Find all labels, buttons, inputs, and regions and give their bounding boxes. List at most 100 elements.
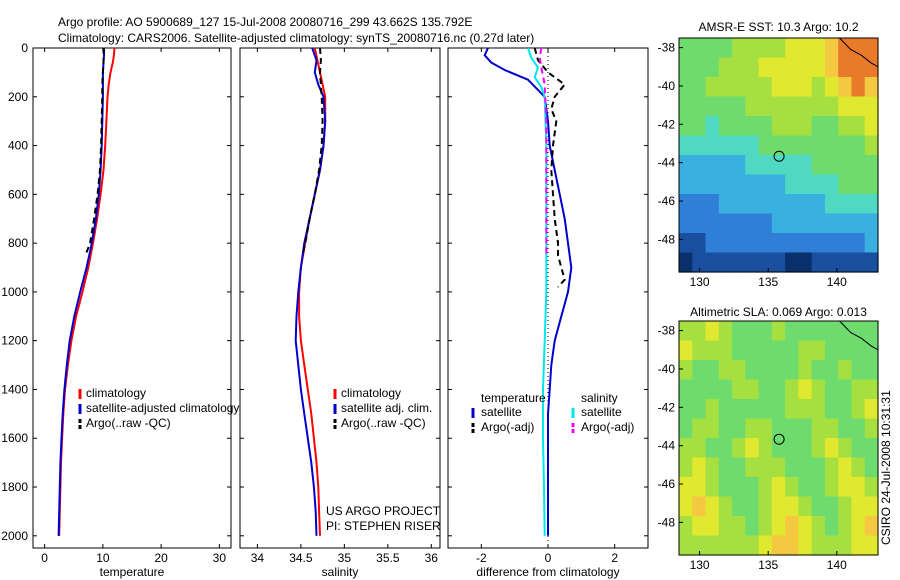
map-cell xyxy=(811,516,826,537)
map-cell xyxy=(798,116,813,137)
map-cell xyxy=(824,96,839,117)
x-tick-label: 130 xyxy=(690,275,710,289)
coastline xyxy=(839,37,879,68)
map-cell xyxy=(838,77,853,98)
map-cell xyxy=(705,496,720,517)
map-cell xyxy=(838,57,853,78)
map-cell xyxy=(718,77,733,98)
map-cell xyxy=(798,57,813,78)
map-cell xyxy=(851,477,866,498)
x-axis-label: salinity xyxy=(322,565,359,579)
map-cell xyxy=(718,174,733,195)
map-cell xyxy=(718,379,733,400)
map-cell xyxy=(838,213,853,234)
map-cell xyxy=(851,135,866,156)
map-cell xyxy=(771,457,786,478)
map-cell xyxy=(851,96,866,117)
x-axis-label: temperature xyxy=(100,565,165,579)
map-cell xyxy=(705,399,720,420)
x-tick-label: 0 xyxy=(545,551,552,565)
map-cell xyxy=(811,535,826,556)
sla-map-panel: Altimetric SLA: 0.069 Argo: 0.013 130 135 1… xyxy=(658,305,879,572)
map-cell xyxy=(679,77,693,98)
map-cell xyxy=(705,457,720,478)
map-cell xyxy=(758,477,773,498)
map-cell xyxy=(705,194,720,215)
map-cell xyxy=(758,321,773,342)
map-cell xyxy=(851,438,866,459)
credit-timestamp: CSIRO 24-Jul-2008 10:31:31 xyxy=(879,390,893,545)
x-tick-label: -2 xyxy=(476,551,487,565)
map-cell xyxy=(745,38,760,59)
map-cell xyxy=(718,194,733,215)
map-cell xyxy=(838,379,853,400)
map-cell xyxy=(718,340,733,361)
x-tick-label: 135 xyxy=(758,275,778,289)
x-tick-label: 130 xyxy=(690,558,710,572)
plot-frame xyxy=(239,47,441,549)
map-cell xyxy=(824,360,839,381)
map-frame xyxy=(678,320,879,556)
map-cell xyxy=(864,399,879,420)
map-cell xyxy=(732,155,746,176)
map-cell xyxy=(745,457,760,478)
map-cell xyxy=(864,340,879,361)
map-cell xyxy=(718,116,733,137)
y-tick-label: 0 xyxy=(21,41,28,55)
map-cell xyxy=(785,457,799,478)
map-cell xyxy=(864,516,879,537)
y-tick-label: -40 xyxy=(658,362,676,376)
map-cell xyxy=(851,496,866,517)
series-line xyxy=(301,48,324,256)
map-cell xyxy=(798,213,813,234)
map-cell xyxy=(745,135,760,156)
y-tick-label: 1800 xyxy=(1,480,28,494)
map-cell xyxy=(851,340,866,361)
y-tick-label: -48 xyxy=(658,232,676,246)
map-cell xyxy=(785,477,799,498)
map-cell xyxy=(864,379,879,400)
map-cell xyxy=(732,477,746,498)
map-cell xyxy=(824,57,839,78)
map-cell xyxy=(745,96,760,117)
x-axis-label: difference from climatology xyxy=(476,565,619,579)
map-cell xyxy=(838,38,853,59)
map-cell xyxy=(732,340,746,361)
map-cell xyxy=(798,360,813,381)
map-cell xyxy=(824,379,839,400)
map-cell xyxy=(758,57,773,78)
map-cell xyxy=(864,477,879,498)
map-cell xyxy=(851,535,866,556)
map-frame xyxy=(678,37,879,273)
map-cell xyxy=(798,38,813,59)
map-cell xyxy=(785,516,799,537)
map-cell xyxy=(864,438,879,459)
map-cell xyxy=(718,233,733,254)
map-cell xyxy=(864,418,879,439)
map-cell xyxy=(745,360,760,381)
map-cell xyxy=(679,418,693,439)
map-cell xyxy=(745,516,760,537)
map-cell xyxy=(758,399,773,420)
map-cell xyxy=(838,496,853,517)
map-cell xyxy=(732,96,746,117)
map-cell xyxy=(811,438,826,459)
map-cell xyxy=(824,233,839,254)
map-cell xyxy=(771,38,786,59)
map-cell xyxy=(798,174,813,195)
map-cell xyxy=(705,340,720,361)
legend-entry: satellite-adjusted climatology xyxy=(86,401,239,415)
map-cell xyxy=(692,360,707,381)
map-cell xyxy=(864,213,879,234)
legend-entry: satellite xyxy=(581,405,622,419)
y-tick-label: -44 xyxy=(658,439,676,453)
map-cell xyxy=(785,418,799,439)
map-cell xyxy=(785,360,799,381)
map-cell xyxy=(851,194,866,215)
map-cell xyxy=(811,213,826,234)
map-cell xyxy=(785,135,799,156)
map-cell xyxy=(705,360,720,381)
map-cell xyxy=(798,252,813,273)
map-cell xyxy=(732,213,746,234)
map-cell xyxy=(732,496,746,517)
